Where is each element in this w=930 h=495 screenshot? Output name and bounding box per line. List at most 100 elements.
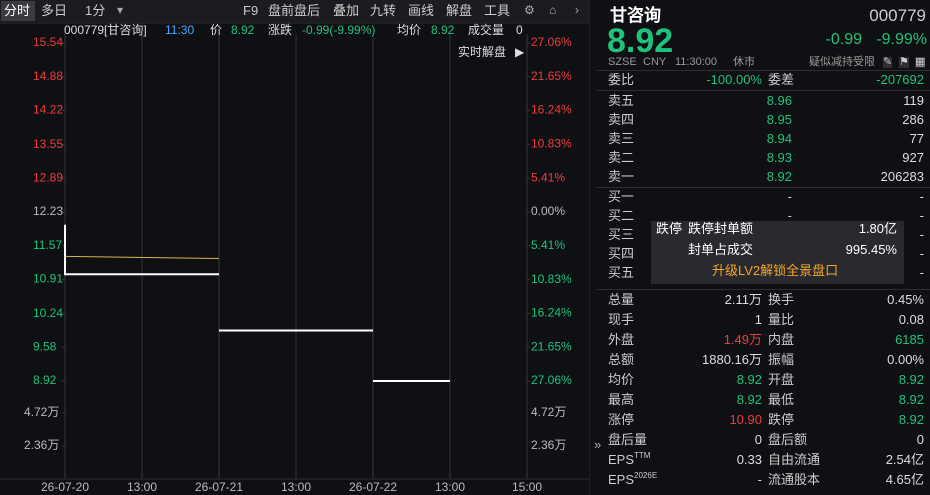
stat-label: 涨停 — [608, 412, 635, 427]
tool-button[interactable]: 盘前盘后 — [268, 3, 321, 18]
book-price: - — [787, 189, 792, 204]
tab[interactable]: 多日 — [41, 3, 68, 18]
stat-value: 0 — [916, 432, 924, 447]
tool-button[interactable]: 工具 — [484, 3, 511, 18]
x-tick-label: 13:00 — [127, 480, 157, 494]
stat-label: 跌停 — [768, 412, 795, 427]
tool-button[interactable]: F9 — [243, 3, 259, 18]
book-volume: - — [919, 189, 924, 204]
y2-tick-label: 27.06% — [531, 35, 572, 49]
book-volume: 927 — [902, 150, 924, 165]
quote-meta: 休市 — [733, 55, 755, 68]
x-tick-label: 15:00 — [512, 480, 542, 494]
stat-value: 0 — [754, 432, 762, 447]
separator — [597, 187, 930, 188]
expand-icon[interactable]: » — [594, 437, 602, 452]
row-value: -207692 — [876, 72, 924, 87]
annotation-icon: ▶ — [515, 45, 525, 59]
stat-label-sup: TTM — [634, 451, 651, 460]
stat-value: 4.65亿 — [885, 472, 924, 487]
overlay-badge: 跌停 — [656, 221, 683, 236]
book-volume: - — [919, 246, 924, 261]
volume: 0 — [516, 23, 523, 37]
tab[interactable]: 分时 — [4, 3, 31, 18]
change-label: 涨跌 — [268, 22, 292, 37]
book-volume: 206283 — [880, 169, 924, 184]
y2-tick-label: 5.41% — [531, 170, 565, 184]
book-level: 买一 — [608, 189, 635, 204]
stat-value: 2.11万 — [724, 292, 762, 307]
stat-label: EPS2026E — [608, 471, 658, 488]
y-tick-label: 12.23 — [33, 204, 63, 218]
stat-label: 内盘 — [768, 332, 795, 347]
overlay-label: 跌停封单额 — [688, 221, 754, 236]
stat-label: 量比 — [768, 312, 795, 327]
volume-tick-label: 4.72万 — [24, 405, 59, 419]
next-icon[interactable]: › — [575, 3, 579, 17]
stat-label: 外盘 — [608, 332, 635, 347]
stat-value: 0.08 — [898, 312, 924, 327]
y-tick-label: 15.54 — [33, 35, 63, 49]
active-tab — [1, 1, 35, 21]
notice-icon[interactable]: ✎ — [883, 55, 893, 68]
book-level: 买三 — [608, 227, 635, 242]
quote-meta: SZSE — [608, 55, 637, 68]
tool-button[interactable]: 解盘 — [446, 3, 473, 18]
time: 11:30 — [165, 23, 194, 37]
stat-label: 现手 — [608, 312, 635, 327]
y2-tick-label: 16.24% — [531, 103, 572, 117]
tool-button[interactable]: 叠加 — [333, 3, 360, 18]
stat-value: 8.92 — [898, 412, 924, 427]
stat-value: 2.54亿 — [885, 452, 924, 467]
notice-icon[interactable]: ⚑ — [899, 55, 909, 68]
price-label: 价 — [210, 23, 222, 37]
stock-code: 000779 — [869, 5, 926, 25]
y2-tick-label: 16.24% — [531, 306, 572, 320]
book-volume: 286 — [902, 112, 924, 127]
book-level: 卖二 — [608, 150, 635, 165]
stock-name: 甘咨询 — [610, 5, 661, 25]
dropdown-icon[interactable]: ▾ — [117, 3, 123, 17]
overlay-value: 1.80亿 — [858, 221, 897, 236]
toolbar-bg — [0, 0, 590, 22]
book-level: 卖四 — [608, 112, 635, 127]
stat-label: 最低 — [768, 392, 795, 407]
volume-tick-label: 2.36万 — [531, 438, 566, 452]
y2-tick-label: 10.83% — [531, 137, 572, 151]
y-tick-label: 10.24 — [33, 306, 63, 320]
lock-icon[interactable]: ⌂ — [549, 3, 556, 17]
overlay-value: 995.45% — [845, 242, 897, 257]
y2-tick-label: 10.83% — [531, 272, 572, 286]
tool-button[interactable]: 画线 — [408, 3, 435, 18]
book-price: 8.96 — [766, 93, 792, 108]
row-value: -100.00% — [706, 72, 762, 87]
row-label: 委差 — [768, 72, 795, 87]
x-tick-label: 26-07-22 — [349, 480, 397, 494]
stat-value: 8.92 — [736, 392, 762, 407]
book-level: 买五 — [608, 265, 635, 280]
y2-tick-label: 21.65% — [531, 69, 572, 83]
notice-icon[interactable]: ▦ — [915, 55, 926, 68]
y2-tick-label: 5.41% — [531, 238, 565, 252]
volume-tick-label: 2.36万 — [24, 438, 59, 452]
stat-label: 盘后量 — [608, 432, 648, 447]
y2-tick-label: 0.00% — [531, 204, 565, 218]
change: -0.99(-9.99%) — [302, 23, 375, 37]
stat-label: 换手 — [768, 292, 795, 307]
tool-button[interactable]: 九转 — [370, 3, 397, 18]
stat-label: 流通股本 — [768, 472, 821, 487]
y-tick-label: 13.55 — [33, 137, 63, 151]
stat-value: 8.92 — [736, 372, 762, 387]
settings-icon[interactable]: ⚙ — [524, 3, 535, 17]
upgrade-link[interactable]: 升级LV2解锁全景盘口 — [712, 263, 839, 278]
volume-tick-label: 4.72万 — [531, 405, 566, 419]
stat-value: 1 — [754, 312, 762, 327]
stat-value: - — [757, 472, 762, 487]
book-price: - — [787, 208, 792, 223]
lv2-overlay — [651, 221, 904, 284]
y-tick-label: 9.58 — [33, 339, 57, 353]
tab[interactable]: 1分 — [85, 3, 106, 18]
y-tick-label: 8.92 — [33, 373, 57, 387]
stat-value: 8.92 — [898, 372, 924, 387]
